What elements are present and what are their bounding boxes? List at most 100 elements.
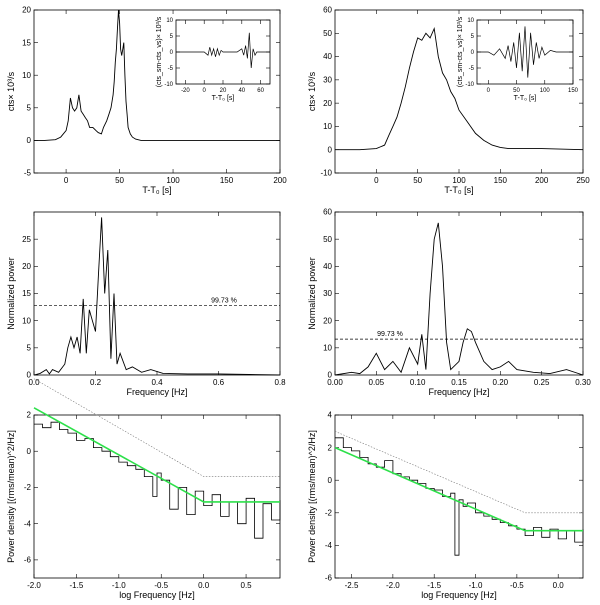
lc_left-ytick-label: 10 <box>22 71 31 80</box>
psd_left-ytick-label: 25 <box>22 235 31 244</box>
lc_left-ytick-label: 15 <box>22 38 31 47</box>
pds_right-model-line <box>334 446 583 532</box>
lc_right-inset-ytick-label: -10 <box>465 82 474 88</box>
lc_left-inset-ylabel: (cts_sm-cts_vs)× 10³/s <box>156 16 163 87</box>
psd_left-frame <box>33 211 281 376</box>
lc_right-ytick-label: 30 <box>323 76 332 85</box>
lc_right-inset-xtick-label: 150 <box>568 88 579 94</box>
psd_left-xlabel: Frequency [Hz] <box>126 387 187 397</box>
panel-psd_right: 0.00 0.05 0.10 0.15 0.20 0.25 0.30 0 10 20 30 40 50 6… <box>307 208 591 397</box>
psd_right-xtick-label: 0.30 <box>575 378 591 387</box>
pds_left-xtick-label: -0.5 <box>154 581 168 590</box>
psd_right-ylabel: Normalized power <box>307 257 317 330</box>
lc_right-inset-curve <box>477 26 573 78</box>
pds_left-power-density <box>34 421 281 539</box>
lc_right-inset-xtick-label: 100 <box>540 88 551 94</box>
lc_left-inset-ytick-label: -10 <box>164 82 173 88</box>
lc_right-ytick-label: 10 <box>323 122 332 131</box>
psd_right-ytick-label: 30 <box>323 289 332 298</box>
pds_left-xlabel: log Frequency [Hz] <box>119 590 195 600</box>
pds_left-model-line <box>33 407 280 503</box>
pds_right-ytick-label: 0 <box>328 476 333 485</box>
psd_left-xtick-label: 0.2 <box>90 378 102 387</box>
lc_left-ytick-label: 0 <box>27 136 32 145</box>
psd_left-threshold-label: 99.73 % <box>211 297 237 304</box>
lc_right-xtick-label: 150 <box>494 176 508 185</box>
psd_right-ytick-label: 40 <box>323 262 332 271</box>
lc_right-inset-ytick-label: 0 <box>471 50 475 56</box>
pds_right-xtick-label: -1.5 <box>427 581 441 590</box>
lc_right-inset-xtick-label: 0 <box>487 88 491 94</box>
psd_right-threshold-label: 99.73 % <box>377 331 403 338</box>
lc_left-inset-xlabel: T-T₀ [s] <box>212 95 235 102</box>
lc_left-inset-ytick-label: 0 <box>170 50 174 56</box>
lc_right-xtick-label: 0 <box>374 176 379 185</box>
lc_left-xlabel: T-T₀ [s] <box>142 185 171 195</box>
panel-psd_left: 0.0 0.2 0.4 0.6 0.8 0 5 10 15 20 25 Frequency [Hz] N… <box>6 211 286 397</box>
pds_left-xtick-label: 0.0 <box>198 581 210 590</box>
pds_right-power-density <box>335 437 584 556</box>
pds_left-ytick-label: -6 <box>24 556 32 565</box>
lc_left-frame <box>33 9 281 174</box>
lc_left-inset-xtick-label: 60 <box>257 88 264 94</box>
lc_right-inset: 0 50 100 150 -10 -5 0 5 10 T-T₀ [s] (cts_sm-cts_vs… <box>457 16 579 102</box>
lc_left-xtick-label: 50 <box>115 176 124 185</box>
lc_right-inset-ytick-label: 10 <box>467 18 474 24</box>
lc_right-xtick-label: 100 <box>452 176 466 185</box>
lc_right-inset-xtick-label: 50 <box>513 88 520 94</box>
psd_right-xlabel: Frequency [Hz] <box>428 387 489 397</box>
lc_right-inset-ylabel: (cts_sm-cts_vs)× 10³/s <box>457 16 464 87</box>
lc_right-inset-xlabel: T-T₀ [s] <box>514 95 537 102</box>
psd_left-ytick-label: 0 <box>27 371 32 380</box>
lc_left-inset-xtick-label: -20 <box>181 88 190 94</box>
lc_left-inset: -20 0 20 40 60 -10 -5 0 5 10 T-T₀ [s] (cts_sm-cts_v… <box>156 16 271 102</box>
lc_left-inset-curve <box>176 32 270 69</box>
lc_left-xtick-label: 200 <box>273 176 287 185</box>
lc_right-ytick-label: 0 <box>328 145 333 154</box>
psd_right-ytick-label: 10 <box>323 344 332 353</box>
lc_right-curve <box>335 26 584 151</box>
panel-pds_right: -2.5 -2.0 -1.5 -1.0 -0.5 0.0 -6 -4 -2 0 2 4 log Freq… <box>307 411 584 600</box>
lc_right-inset-ytick-label: 5 <box>471 34 475 40</box>
psd_left-ylabel: Normalized power <box>6 257 16 330</box>
lc_right-ylabel: cts× 10³/s <box>307 71 317 111</box>
lc_left-inset-xtick-label: 20 <box>220 88 227 94</box>
pds_left-ytick-label: -4 <box>24 519 32 528</box>
lc_left-ytick-label: 20 <box>22 6 31 15</box>
pds_right-xtick-label: -2.0 <box>386 581 400 590</box>
pds_right-xtick-label: -1.0 <box>469 581 483 590</box>
pds_right-ytick-label: -4 <box>325 541 333 550</box>
psd_right-xtick-label: 0.20 <box>493 378 509 387</box>
psd_right-ytick-label: 0 <box>328 371 333 380</box>
pds_left-frame <box>33 414 281 579</box>
psd_left-curve <box>33 217 281 376</box>
pds_left-ylabel: Power density [(rms/mean)^2/Hz] <box>6 430 16 563</box>
psd_right-frame <box>334 211 584 376</box>
lc_right-ytick-label: 60 <box>323 6 332 15</box>
pds_left-upper-limit-line <box>33 378 280 477</box>
panel-pds_left: -2.0 -1.5 -1.0 -0.5 0.0 0.5 -6 -4 -2 0 2 log Freque… <box>6 378 281 600</box>
pds_left-xtick-label: -1.5 <box>70 581 84 590</box>
psd_right-xtick-label: 0.15 <box>451 378 467 387</box>
psd_right-xtick-label: 0.25 <box>534 378 550 387</box>
psd_right-xtick-label: 0.05 <box>369 378 385 387</box>
lc_right-xtick-label: 250 <box>576 176 590 185</box>
lc_left-inset-ytick-label: -5 <box>168 66 174 72</box>
psd_right-ytick-label: 60 <box>323 208 332 217</box>
pds_left-xtick-label: -1.0 <box>112 581 126 590</box>
lc_right-inset-ytick-label: -5 <box>469 66 475 72</box>
pds_right-ytick-label: 4 <box>328 411 333 420</box>
lc_left-inset-xtick-label: 0 <box>203 88 207 94</box>
lc_left-inset-ytick-label: 10 <box>166 18 173 24</box>
pds_right-xtick-label: -0.5 <box>510 581 524 590</box>
pds_left-ytick-label: 0 <box>27 447 32 456</box>
lc_left-xtick-label: 100 <box>166 176 180 185</box>
pds_right-ytick-label: -2 <box>325 508 333 517</box>
psd_left-xtick-label: 0.0 <box>28 378 40 387</box>
pds_right-xtick-label: 0.0 <box>553 581 565 590</box>
lc_right-ytick-label: 40 <box>323 52 332 61</box>
psd_left-xtick-label: 0.4 <box>151 378 163 387</box>
pds_right-ytick-label: -6 <box>325 574 333 583</box>
